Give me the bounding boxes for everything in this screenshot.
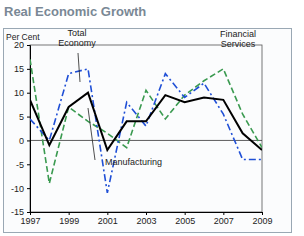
- chart: Real Economic Growth-15-10-5051015201997…: [0, 0, 304, 236]
- series-line: [30, 93, 262, 150]
- y-tick-mark: [27, 117, 30, 118]
- y-tick-mark: [27, 93, 30, 94]
- annotation-pointer: [78, 53, 80, 82]
- y-tick-label: -5: [16, 160, 24, 170]
- x-tick-label: 2005: [175, 216, 195, 226]
- frame: [4, 29, 292, 233]
- y-tick-mark: [27, 140, 30, 141]
- y-tick-mark: [27, 45, 30, 46]
- y-tick-label: -10: [11, 184, 24, 194]
- x-tick-label: 1999: [59, 216, 79, 226]
- series-line: [30, 59, 262, 183]
- x-tick-mark: [30, 212, 31, 215]
- y-tick-label: 15: [14, 64, 24, 74]
- y-tick-label: 0: [19, 136, 24, 146]
- x-tick: 2003: [136, 212, 156, 226]
- y-tick: -10: [11, 184, 30, 194]
- x-tick: 1999: [59, 212, 79, 226]
- x-tick-label: 2007: [214, 216, 234, 226]
- plot-frame: [30, 45, 262, 212]
- title: Real Economic Growth: [4, 4, 146, 19]
- x-tick-label: 2009: [252, 216, 272, 226]
- y-tick-label: 10: [14, 88, 24, 98]
- x-tick-label: 2003: [136, 216, 156, 226]
- series-label: TotalEconomy: [58, 28, 96, 48]
- x-tick: 2007: [214, 212, 234, 226]
- x-tick: 2005: [175, 212, 195, 226]
- lines: [30, 59, 262, 193]
- y-tick-mark: [27, 188, 30, 189]
- x-tick-label: 1997: [20, 216, 40, 226]
- y-axis: -15-10-505101520: [11, 40, 31, 217]
- y-tick-mark: [27, 69, 30, 70]
- y-tick: 15: [14, 64, 30, 74]
- x-axis: 1997 1999 2001 2003 2005 2007 2009: [20, 212, 272, 226]
- y-tick: -5: [16, 160, 30, 170]
- x-tick-mark: [69, 212, 70, 215]
- zero-line: [30, 140, 262, 141]
- series-label: Manufacturing: [105, 157, 162, 167]
- y-tick: 10: [14, 88, 30, 98]
- series-label: FinancialServices: [220, 29, 256, 49]
- x-tick: 2009: [252, 212, 272, 226]
- y-tick: 5: [19, 112, 30, 122]
- x-tick: 1997: [20, 212, 40, 226]
- x-tick-mark: [262, 212, 263, 215]
- x-tick-mark: [185, 212, 186, 215]
- series-line: [30, 69, 262, 193]
- x-tick-mark: [146, 212, 147, 215]
- x-axis-line: [31, 213, 263, 216]
- y-tick-mark: [27, 164, 30, 165]
- x-tick-label: 2001: [98, 216, 118, 226]
- y-label: Per Cent: [6, 32, 40, 42]
- x-tick-mark: [223, 212, 224, 215]
- y-tick-mark: [27, 212, 30, 213]
- x-tick: 2001: [98, 212, 118, 226]
- y-axis-line: [27, 46, 31, 213]
- y-tick: 0: [19, 136, 30, 146]
- annotation-pointer: [88, 108, 95, 160]
- y-tick-label: 5: [19, 112, 24, 122]
- x-tick-mark: [107, 212, 108, 215]
